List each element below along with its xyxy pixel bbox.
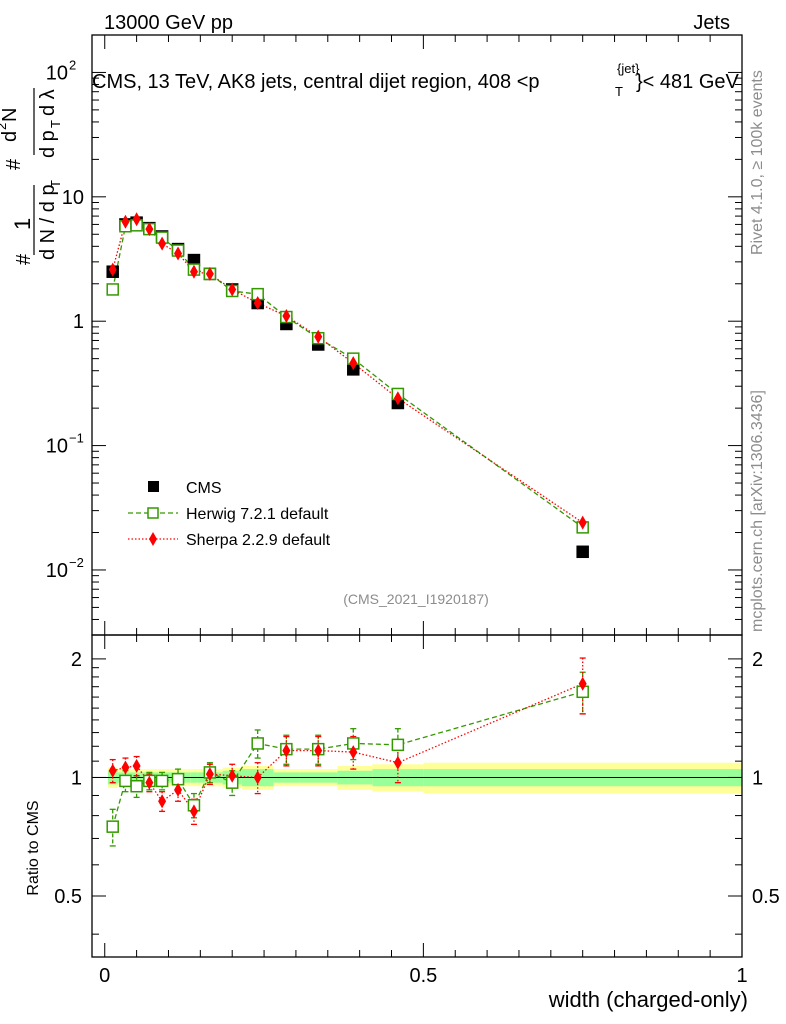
sherpa-point — [314, 329, 323, 344]
mcplots-label: mcplots.cern.ch [arXiv:1306.3436] — [749, 390, 766, 632]
legend-cms-marker — [148, 481, 159, 492]
sherpa-point — [121, 214, 130, 229]
y-tick-label-main-exp: 2 — [69, 57, 76, 72]
header-left: 13000 GeV pp — [104, 12, 233, 34]
herwig-ratio-point — [106, 820, 119, 833]
sherpa-point — [145, 222, 154, 237]
svg-text:T: T — [615, 84, 623, 99]
sherpa-point — [132, 212, 141, 227]
y-tick-label-ratio-right: 0.5 — [752, 886, 780, 908]
svg-text:#: # — [3, 158, 25, 170]
analysis-id: (CMS_2021_I1920187) — [343, 591, 489, 607]
y-tick-label-ratio: 0.5 — [54, 886, 82, 908]
sherpa-ratio-point — [189, 804, 198, 819]
rivet-label: Rivet 4.1.0, ≥ 100k events — [749, 70, 766, 255]
sherpa-ratio-point — [228, 768, 237, 783]
svg-text:d N / d p: d N / d p — [37, 184, 59, 260]
legend-cms-label: CMS — [186, 480, 222, 497]
y-tick-label-ratio: 2 — [71, 649, 82, 671]
sherpa-point — [349, 356, 358, 371]
herwig-line-main — [112, 224, 584, 528]
sherpa-point — [205, 266, 214, 281]
sherpa-ratio-point — [145, 775, 154, 790]
x-axis-label: width (charged-only) — [548, 987, 748, 1012]
svg-text:1: 1 — [10, 218, 35, 230]
sherpa-point — [393, 391, 402, 406]
y-tick-label-main: 1 — [73, 311, 84, 333]
sherpa-ratio-point — [158, 794, 167, 809]
herwig-ratio-point — [155, 774, 169, 788]
sherpa-point — [578, 515, 587, 530]
sherpa-ratio-point — [578, 676, 587, 691]
legend-herwig-marker — [147, 507, 159, 519]
sherpa-ratio-point — [253, 770, 262, 785]
y-tick-label-ratio-right: 1 — [752, 767, 763, 789]
x-tick-label: 0 — [99, 965, 110, 987]
data-markers — [106, 212, 589, 847]
sherpa-ratio-point — [349, 745, 358, 760]
legend-sherpa-label: Sherpa 2.2.9 default — [186, 532, 331, 549]
x-tick-label: 1 — [736, 965, 747, 987]
y-tick-label-main-exp: −2 — [69, 555, 84, 570]
y-tick-label-ratio: 1 — [71, 767, 82, 789]
uncertainty-bands — [107, 762, 742, 794]
sherpa-point — [174, 246, 183, 261]
herwig-ratio-point — [391, 738, 405, 752]
sherpa-point — [158, 236, 167, 251]
svg-text:T: T — [48, 120, 63, 128]
y-axis-label-main: # 1 d N / d p T # d 2 N d p T d λ — [0, 88, 63, 265]
sherpa-point — [189, 264, 198, 279]
legend: CMS Herwig 7.2.1 default Sherpa 2.2.9 de… — [128, 480, 331, 549]
herwig-ratio-point — [130, 779, 143, 793]
sherpa-ratio-point — [393, 755, 402, 770]
herwig-ratio-point — [119, 774, 132, 788]
legend-herwig-label: Herwig 7.2.1 default — [186, 506, 329, 523]
y-tick-label-main: 10 — [46, 436, 68, 458]
herwig-line-ratio — [112, 691, 583, 827]
svg-text:{jet}: {jet} — [617, 61, 640, 76]
y-tick-label-main-exp: −1 — [69, 431, 84, 446]
x-tick-label: 0.5 — [409, 965, 437, 987]
sherpa-point — [228, 282, 237, 297]
header-right: Jets — [693, 12, 730, 34]
sherpa-ratio-point — [108, 763, 117, 778]
svg-text:d p: d p — [37, 130, 59, 158]
legend-sherpa-marker — [149, 532, 157, 546]
sherpa-ratio-point — [121, 760, 130, 775]
sherpa-ratio-point — [205, 767, 214, 782]
cms-point — [576, 545, 589, 559]
sherpa-ratio-point — [174, 782, 183, 797]
svg-text:N: N — [0, 108, 21, 122]
sherpa-point — [108, 262, 117, 277]
sherpa-ratio-point — [132, 758, 141, 773]
sherpa-ratio-point — [314, 743, 323, 758]
plot-title: CMS, 13 TeV, AK8 jets, central dijet reg… — [92, 61, 740, 99]
series-lines — [112, 218, 584, 827]
svg-text:T: T — [48, 180, 63, 188]
svg-text:#: # — [13, 253, 35, 265]
y-tick-label-main: 10 — [46, 560, 68, 582]
sherpa-point — [253, 296, 262, 311]
svg-text:}< 481 GeV: }< 481 GeV — [636, 71, 740, 93]
herwig-ratio-point — [251, 737, 264, 750]
y-axis-label-ratio: Ratio to CMS — [25, 800, 42, 895]
svg-text:d: d — [0, 131, 21, 142]
y-tick-label-ratio-right: 2 — [752, 649, 763, 671]
y-tick-label-main: 10 — [62, 187, 84, 209]
svg-text:2: 2 — [0, 123, 9, 130]
sherpa-ratio-point — [282, 743, 291, 758]
y-tick-label-main: 10 — [46, 62, 68, 84]
ratio-frame — [91, 634, 743, 958]
svg-text:CMS, 13 TeV, AK8 jets, central: CMS, 13 TeV, AK8 jets, central dijet reg… — [92, 71, 540, 93]
sherpa-point — [282, 309, 291, 324]
svg-text:d λ: d λ — [37, 89, 59, 116]
herwig-point — [106, 283, 119, 296]
